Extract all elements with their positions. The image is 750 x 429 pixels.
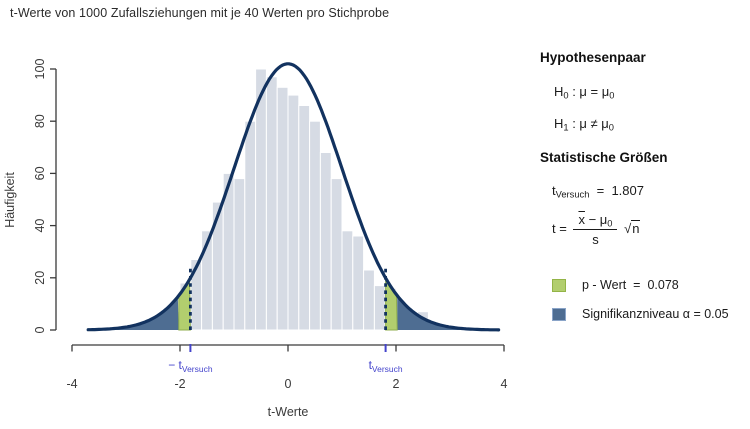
fraction: x − μ0 s bbox=[573, 212, 618, 247]
histogram-bar bbox=[298, 105, 311, 331]
histogram-chart: -4 -2 0 2 4 − tVersuch tVersuch t-Werte 0 20 40 60 8… bbox=[3, 59, 508, 419]
t-versuch-value-line: tVersuch = 1.807 bbox=[552, 183, 644, 200]
alpha-legend-row: Signifikanzniveau α = 0.05 bbox=[552, 307, 729, 321]
histogram-bar bbox=[341, 230, 354, 331]
x-axis-tick-label: 4 bbox=[501, 377, 508, 391]
alpha-label: Signifikanzniveau α = bbox=[582, 307, 705, 321]
histogram-bar bbox=[319, 152, 332, 331]
y-axis-tick-label: 20 bbox=[33, 271, 47, 285]
y-axis-tick-label: 0 bbox=[33, 326, 47, 333]
histogram-bar bbox=[255, 68, 267, 331]
info-panel: Hypothesenpaar H0 : μ = μ0 H1 : μ ≠ μ0 S… bbox=[538, 0, 750, 429]
p-wert-label: p - Wert bbox=[582, 278, 627, 292]
x-axis-tick-label: -2 bbox=[174, 377, 185, 391]
h1-symbol: H bbox=[554, 116, 564, 131]
histogram-bar bbox=[233, 178, 246, 331]
x-axis-tick-label: -4 bbox=[66, 377, 77, 391]
chart-area: -4 -2 0 2 4 − tVersuch tVersuch t-Werte 0 20 40 60 8… bbox=[0, 22, 530, 426]
y-axis-title: Häufigkeit bbox=[3, 172, 17, 228]
p-wert-legend-row: p - Wert = 0.078 bbox=[552, 278, 679, 292]
histogram-bar bbox=[373, 285, 386, 331]
histogram-bar bbox=[309, 120, 321, 331]
t-versuch-value: 1.807 bbox=[611, 183, 644, 198]
h0-line: H0 : μ = μ0 bbox=[554, 84, 615, 101]
stats-heading: Statistische Größen bbox=[540, 150, 668, 165]
chart-title: t-Werte von 1000 Zufallsziehungen mit je… bbox=[10, 6, 390, 20]
histogram-bar bbox=[265, 76, 278, 331]
hypotheses-heading: Hypothesenpaar bbox=[540, 50, 646, 65]
h1-line: H1 : μ ≠ μ0 bbox=[554, 116, 614, 133]
y-axis-tick-label: 80 bbox=[33, 114, 47, 128]
x-axis-title: t-Werte bbox=[268, 405, 309, 419]
alpha-region-right bbox=[397, 295, 499, 330]
t-versuch-axis-label: − tVersuch bbox=[168, 358, 213, 374]
alpha-swatch bbox=[552, 307, 566, 321]
histogram-bar bbox=[244, 120, 257, 331]
alpha-region-left bbox=[88, 296, 179, 330]
h0-symbol: H bbox=[554, 84, 564, 99]
histogram-bar bbox=[363, 269, 375, 331]
p-wert-swatch bbox=[552, 278, 566, 292]
y-axis-tick-label: 60 bbox=[33, 166, 47, 180]
x-axis-tick-label: 2 bbox=[393, 377, 400, 391]
alpha-value: 0.05 bbox=[704, 307, 729, 321]
histogram-bar bbox=[276, 86, 289, 331]
t-versuch-axis-label: tVersuch bbox=[369, 358, 403, 374]
density-curve bbox=[86, 62, 501, 332]
y-axis-tick-label: 40 bbox=[33, 219, 47, 233]
histogram-bar bbox=[287, 94, 300, 331]
p-wert-value: 0.078 bbox=[647, 278, 679, 292]
sqrt-term: √n bbox=[624, 219, 641, 236]
histogram-bar bbox=[352, 235, 365, 331]
x-axis-tick-label: 0 bbox=[285, 377, 292, 391]
t-formula: t = x − μ0 s √n bbox=[552, 212, 641, 247]
y-axis-tick-label: 100 bbox=[33, 59, 47, 80]
histogram-bar bbox=[330, 178, 343, 331]
